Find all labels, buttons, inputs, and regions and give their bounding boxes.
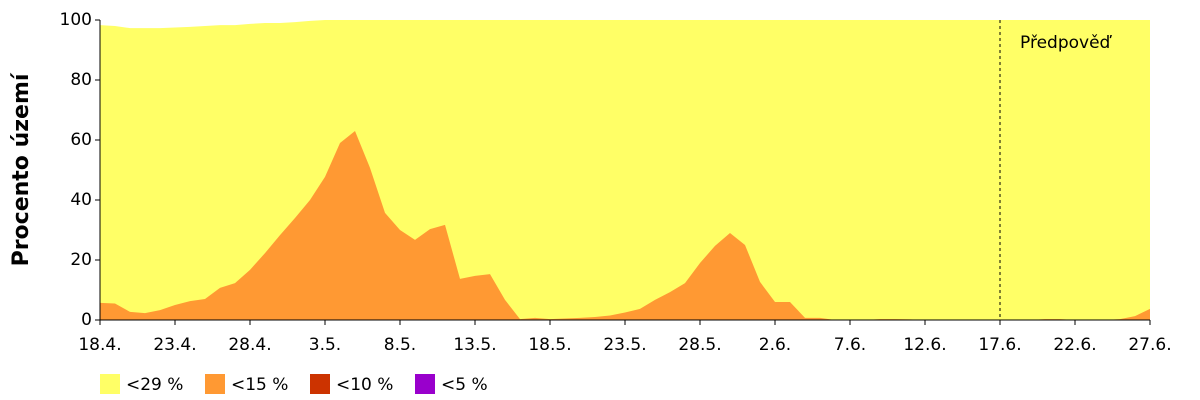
x-tick-label: 7.6. <box>834 335 866 355</box>
x-tick-label: 12.6. <box>903 335 946 355</box>
y-tick-label: 40 <box>70 190 92 210</box>
legend-label: <5 % <box>441 375 488 395</box>
x-tick-label: 8.5. <box>384 335 416 355</box>
x-tick-label: 17.6. <box>978 335 1021 355</box>
y-tick-label: 0 <box>81 310 92 330</box>
x-tick-label: 2.6. <box>759 335 791 355</box>
x-tick-label: 27.6. <box>1128 335 1171 355</box>
x-tick-label: 13.5. <box>453 335 496 355</box>
x-tick-label: 18.5. <box>528 335 571 355</box>
legend-label: <29 % <box>126 375 183 395</box>
x-tick-label: 28.5. <box>678 335 721 355</box>
x-tick-label: 23.4. <box>153 335 196 355</box>
y-tick-label: 60 <box>70 130 92 150</box>
x-tick-label: 23.5. <box>603 335 646 355</box>
x-tick-label: 18.4. <box>78 335 121 355</box>
y-tick-label: 80 <box>70 70 92 90</box>
y-tick-label: 20 <box>70 250 92 270</box>
legend-swatch <box>100 374 120 394</box>
area <box>100 131 1150 320</box>
legend-swatch <box>310 374 330 394</box>
legend-label: <10 % <box>336 375 393 395</box>
x-tick-label: 28.4. <box>228 335 271 355</box>
x-tick-label: 3.5. <box>309 335 341 355</box>
x-tick-label: 22.6. <box>1053 335 1096 355</box>
legend-swatch <box>415 374 435 394</box>
y-tick-label: 100 <box>60 10 92 30</box>
legend-swatch <box>205 374 225 394</box>
y-axis-label: Procento území <box>9 72 34 266</box>
annotation: Předpověď <box>1020 33 1113 53</box>
legend-label: <15 % <box>231 375 288 395</box>
